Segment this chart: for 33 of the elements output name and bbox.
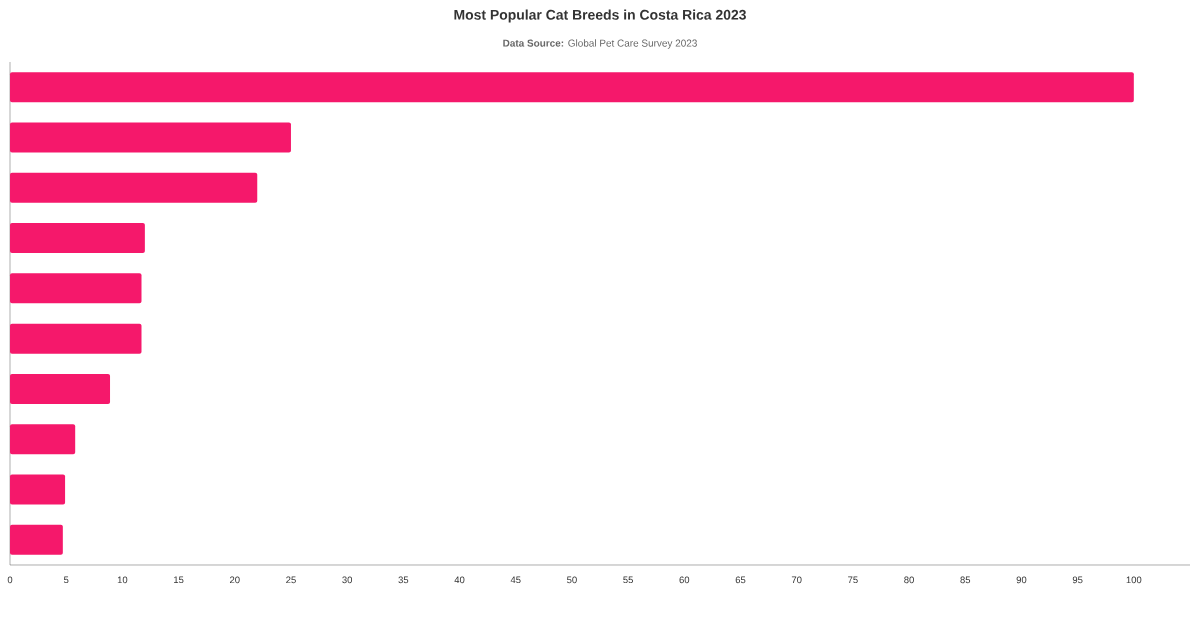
x-tick-label: 15 <box>174 576 184 584</box>
bar <box>10 524 63 555</box>
x-tick-label: 10 <box>117 576 128 584</box>
x-tick-label: 60 <box>679 576 690 584</box>
x-tick-label: 45 <box>510 576 521 584</box>
x-tick-label: 5 <box>63 576 69 584</box>
bar <box>10 273 142 304</box>
x-tick-label: 75 <box>848 576 858 584</box>
bar <box>10 72 1134 103</box>
x-tick-label: 40 <box>454 576 465 584</box>
x-tick-label: 65 <box>735 576 746 584</box>
x-tick-label: 70 <box>791 576 802 584</box>
x-tick-label: 35 <box>398 576 409 584</box>
x-tick-label: 100 <box>1126 576 1142 584</box>
bar <box>10 474 66 505</box>
bar <box>10 223 145 254</box>
chart-title: Most Popular Cat Breeds in Costa Rica 2023 <box>454 9 746 23</box>
x-tick-label: 20 <box>229 576 240 584</box>
x-tick-label: 30 <box>342 576 353 584</box>
x-tick-label: 80 <box>904 576 914 584</box>
x-tick-label: 50 <box>567 576 577 584</box>
x-tick-label: 0 <box>7 576 13 584</box>
x-tick-label: 55 <box>623 576 633 584</box>
x-tick-label: 95 <box>1072 576 1083 584</box>
x-tick-label: 90 <box>1016 576 1027 584</box>
bar <box>10 172 258 203</box>
bar <box>10 323 142 354</box>
x-tick-label: 85 <box>960 576 971 584</box>
x-tick-label: 25 <box>286 576 296 584</box>
bar <box>10 373 111 404</box>
bar <box>10 122 291 153</box>
chart-subtitle: Data Source: Global Pet Care Survey 2023 <box>503 39 697 49</box>
bar <box>10 424 76 455</box>
